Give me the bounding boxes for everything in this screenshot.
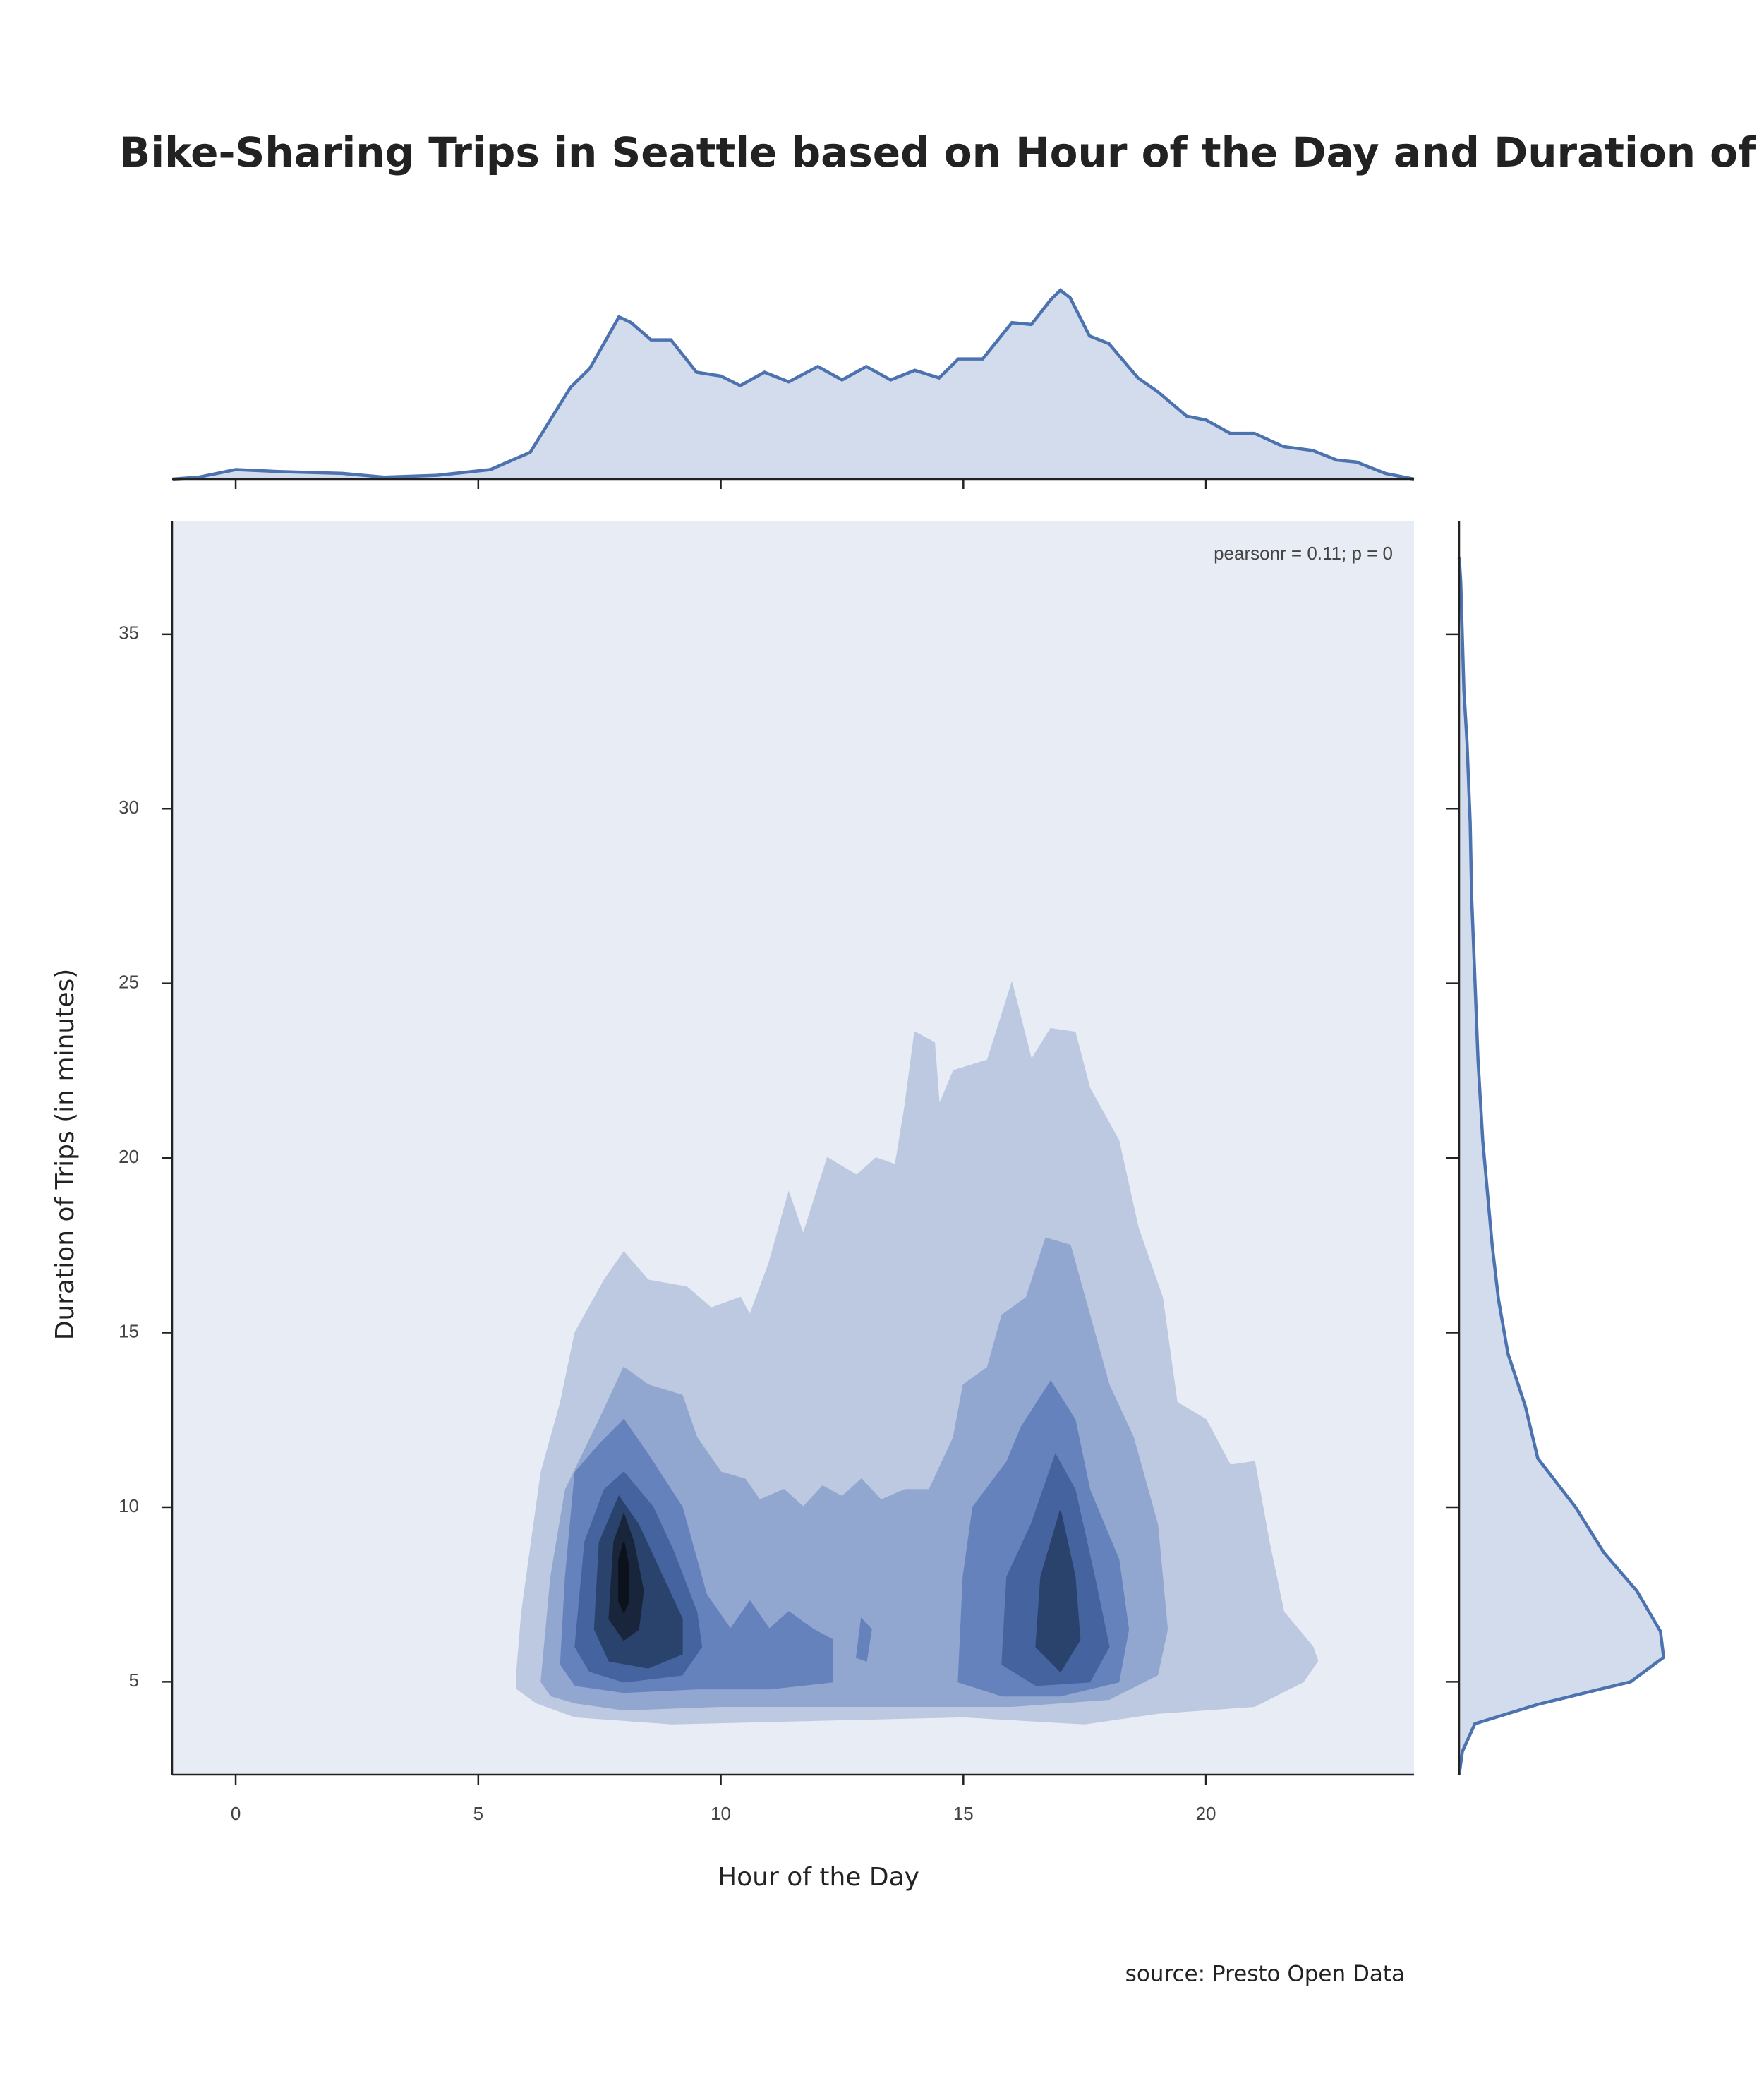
density-contour <box>618 1542 629 1614</box>
x-tick-label: 5 <box>473 1803 483 1824</box>
x-tick-label: 10 <box>711 1803 731 1824</box>
y-tick-label: 5 <box>129 1670 139 1691</box>
chart-title: Bike-Sharing Trips in Seattle based on H… <box>119 128 1764 176</box>
y-density-line <box>1457 557 1666 1775</box>
x-tick-label: 20 <box>1196 1803 1216 1824</box>
y-axis-label: Duration of Trips (in minutes) <box>51 969 80 1341</box>
y-tick-label: 10 <box>119 1495 139 1516</box>
density-contour <box>1035 1510 1081 1673</box>
x-density-area <box>172 290 1414 479</box>
x-density-line <box>172 288 1415 481</box>
y-tick-label: 30 <box>119 797 139 818</box>
source-note: source: Presto Open Data <box>1125 1962 1405 1987</box>
y-tick-label: 15 <box>119 1320 139 1341</box>
y-tick-label: 25 <box>119 972 139 993</box>
y-tick-label: 35 <box>119 622 139 644</box>
density-contour <box>856 1617 872 1662</box>
x-tick-label: 0 <box>231 1803 241 1824</box>
y-tick-label: 20 <box>119 1146 139 1167</box>
annotation: pearsonr = 0.11; p = 0 <box>1214 543 1393 564</box>
x-axis-label: Hour of the Day <box>718 1863 919 1892</box>
y-density-area <box>1459 557 1664 1775</box>
x-tick-label: 15 <box>953 1803 974 1824</box>
